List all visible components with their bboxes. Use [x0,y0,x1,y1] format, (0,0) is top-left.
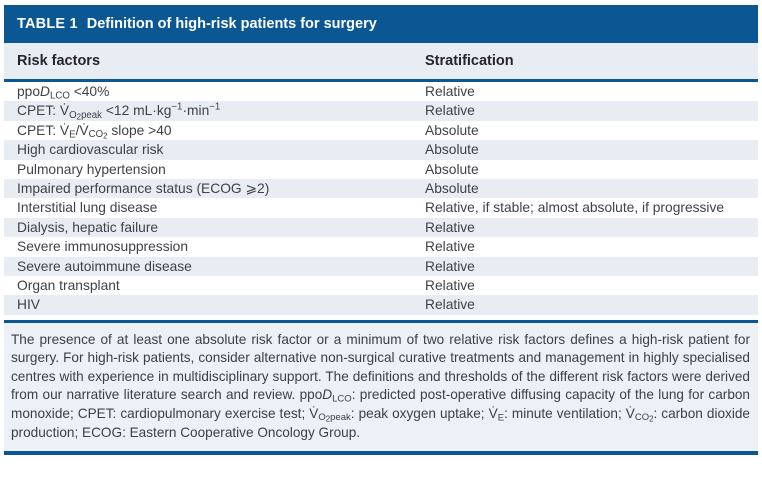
stratification-cell: Absolute [425,122,479,138]
stratification-cell: Relative [425,103,475,119]
column-headers: Risk factors Stratification [4,43,758,79]
risk-factor-cell: High cardiovascular risk [17,142,164,158]
table-row: Impaired performance status (ECOG ⩾2) Ab… [4,178,758,199]
risk-factor-cell: Severe immunosuppression [17,239,189,255]
risk-factor-cell: ppoDLCO <40% [17,84,110,102]
column-header-risk-factors: Risk factors [17,53,101,69]
stratification-cell: Relative [425,277,475,293]
bottom-border [4,451,758,456]
risk-factor-cell: Organ transplant [17,277,120,293]
table-row: Organ transplant Relative [4,276,758,295]
table-1-card: TABLE 1 Definition of high-risk patients … [4,5,758,456]
stratification-cell: Relative [425,297,475,313]
column-header-stratification: Stratification [425,53,514,69]
table-label: TABLE 1 [17,16,78,32]
stratification-cell: Absolute [425,142,479,158]
risk-table-body: ppoDLCO <40% Relative CPET: V̇O2peak <12… [4,82,758,315]
stratification-cell: Absolute [425,180,479,196]
table-row: Pulmonary hypertension Absolute [4,160,758,179]
risk-factor-cell: Interstitial lung disease [17,200,158,216]
table-row: ppoDLCO <40% Relative [4,82,758,101]
table-row: High cardiovascular risk Absolute [4,140,758,160]
risk-factor-cell: Severe autoimmune disease [17,258,192,274]
stratification-cell: Absolute [425,161,479,177]
page: TABLE 1 Definition of high-risk patients … [0,5,762,487]
stratification-cell: Relative, if stable; almost absolute, if… [425,200,725,216]
table-row: Dialysis, hepatic failure Relative [4,217,758,238]
table-row: Severe autoimmune disease Relative [4,256,758,276]
stratification-cell: Relative [425,239,475,255]
body-footnote-divider [4,319,758,323]
table-row: CPET: V̇E/V̇CO2 slope >40 Absolute [4,121,758,140]
table-footnote: The presence of at least one absolute ri… [4,322,758,452]
table-row: HIV Relative [4,295,758,315]
risk-factor-cell: CPET: V̇E/V̇CO2 slope >40 [17,122,172,141]
risk-factor-cell: CPET: V̇O2peak <12 mL·kg−1·min−1 [17,102,221,121]
table-row: Severe immunosuppression Relative [4,237,758,256]
table-title-bar: TABLE 1 Definition of high-risk patients … [4,5,758,43]
risk-factor-cell: HIV [17,297,40,313]
table-row: CPET: V̇O2peak <12 mL·kg−1·min−1 Relativ… [4,101,758,121]
risk-factor-cell: Dialysis, hepatic failure [17,219,159,235]
table-title: Definition of high-risk patients for sur… [86,16,377,32]
risk-factor-cell: Pulmonary hypertension [17,161,166,177]
header-divider [4,79,758,82]
stratification-cell: Relative [425,219,475,235]
table-row: Interstitial lung disease Relative, if s… [4,198,758,217]
stratification-cell: Relative [425,84,475,99]
stratification-cell: Relative [425,258,475,274]
risk-factor-cell: Impaired performance status (ECOG ⩾2) [17,180,270,196]
